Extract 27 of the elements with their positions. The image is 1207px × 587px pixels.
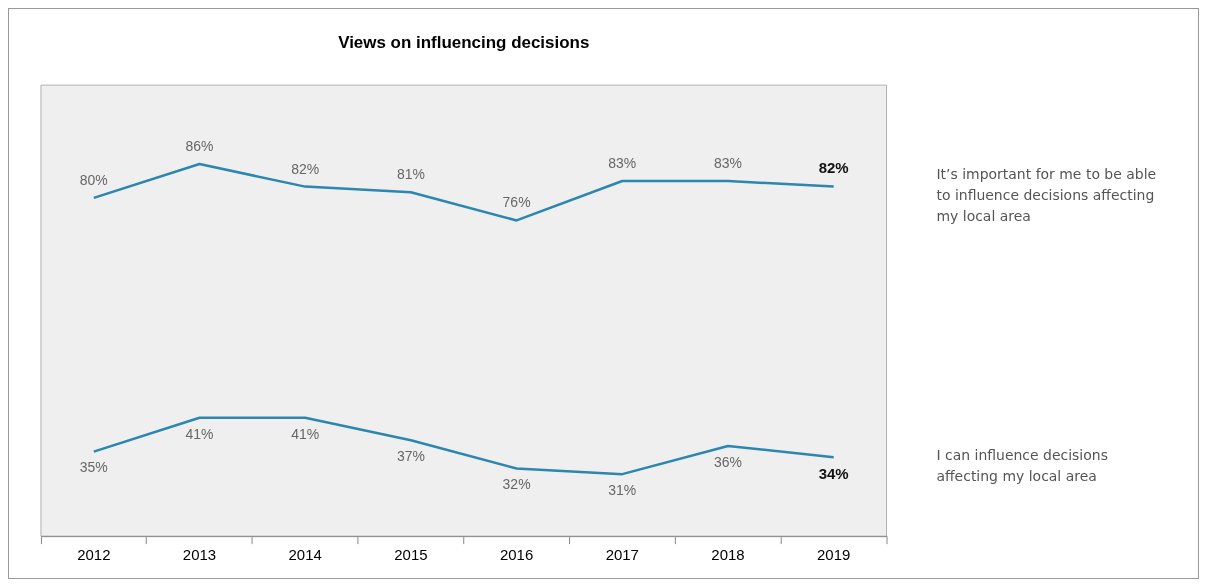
data-label: 41% (291, 425, 320, 442)
data-label: 76% (502, 194, 531, 211)
data-label: 41% (185, 425, 214, 442)
data-label: 83% (608, 154, 637, 171)
chart-title: Views on influencing decisions (338, 32, 590, 52)
x-tick-label: 2014 (288, 546, 322, 564)
data-label: 34% (818, 464, 849, 482)
data-label: 31% (608, 481, 637, 498)
x-tick-label: 2019 (817, 546, 851, 564)
x-tick-label: 2017 (605, 546, 639, 564)
x-tick-label: 2018 (711, 546, 745, 564)
data-label: 35% (79, 459, 108, 476)
x-tick-label: 2012 (77, 546, 111, 564)
text: It’s important for me to be able to influence decisions affecting my local area (936, 166, 1157, 225)
data-label: 32% (502, 476, 531, 493)
text: I can influence decisions affecting my local area (936, 447, 1108, 485)
data-label: 37% (396, 448, 425, 465)
data-label: 80% (79, 171, 108, 188)
data-label: 81% (396, 166, 425, 183)
data-label: 36% (714, 453, 742, 470)
data-label: 83% (714, 154, 742, 171)
x-tick-label: 2013 (182, 546, 217, 564)
data-label: 82% (818, 159, 849, 177)
x-tick-label: 2015 (394, 546, 428, 564)
x-tick-label: 2016 (499, 546, 534, 564)
data-label: 86% (185, 137, 214, 154)
data-label: 82% (291, 160, 320, 177)
